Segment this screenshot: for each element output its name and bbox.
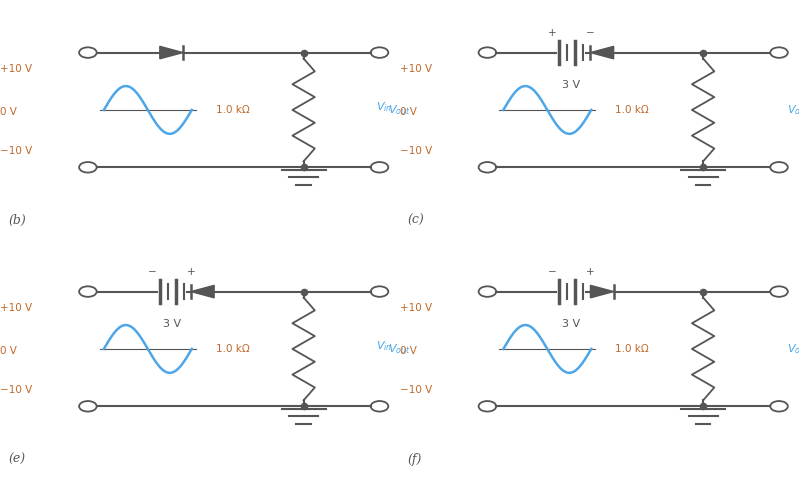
Text: $V_{in}$: $V_{in}$: [376, 340, 392, 353]
Polygon shape: [160, 46, 183, 59]
Text: +: +: [586, 267, 594, 277]
Text: 3 V: 3 V: [163, 319, 181, 329]
Polygon shape: [590, 285, 614, 298]
Text: 0 V: 0 V: [0, 347, 17, 356]
Text: (e): (e): [8, 453, 25, 466]
Text: (f): (f): [407, 453, 422, 466]
Text: 3 V: 3 V: [562, 80, 580, 90]
Text: $V_{out}$: $V_{out}$: [787, 103, 799, 117]
Text: +10 V: +10 V: [400, 304, 431, 313]
Text: 1.0 kΩ: 1.0 kΩ: [615, 105, 649, 115]
Text: 1.0 kΩ: 1.0 kΩ: [615, 344, 649, 354]
Text: $V_{out}$: $V_{out}$: [388, 103, 410, 117]
Text: 0 V: 0 V: [400, 108, 416, 117]
Text: 1.0 kΩ: 1.0 kΩ: [216, 105, 249, 115]
Text: $V_{out}$: $V_{out}$: [388, 342, 410, 356]
Text: +: +: [548, 28, 556, 38]
Text: (c): (c): [407, 214, 424, 227]
Text: 0 V: 0 V: [400, 347, 416, 356]
Text: 3 V: 3 V: [562, 319, 580, 329]
Text: $V_{in}$: $V_{in}$: [376, 101, 392, 114]
Polygon shape: [590, 46, 614, 59]
Text: 0 V: 0 V: [0, 108, 17, 117]
Text: +10 V: +10 V: [0, 304, 32, 313]
Text: −10 V: −10 V: [400, 146, 431, 155]
Text: −10 V: −10 V: [400, 385, 431, 394]
Text: −: −: [149, 267, 157, 277]
Text: +10 V: +10 V: [400, 65, 431, 74]
Text: −10 V: −10 V: [0, 146, 32, 155]
Text: +10 V: +10 V: [0, 65, 32, 74]
Text: $V_{out}$: $V_{out}$: [787, 342, 799, 356]
Text: −: −: [548, 267, 556, 277]
Text: +: +: [187, 267, 195, 277]
Polygon shape: [191, 285, 214, 298]
Text: −: −: [586, 28, 594, 38]
Text: −10 V: −10 V: [0, 385, 32, 394]
Text: (b): (b): [8, 214, 26, 227]
Text: 1.0 kΩ: 1.0 kΩ: [216, 344, 249, 354]
